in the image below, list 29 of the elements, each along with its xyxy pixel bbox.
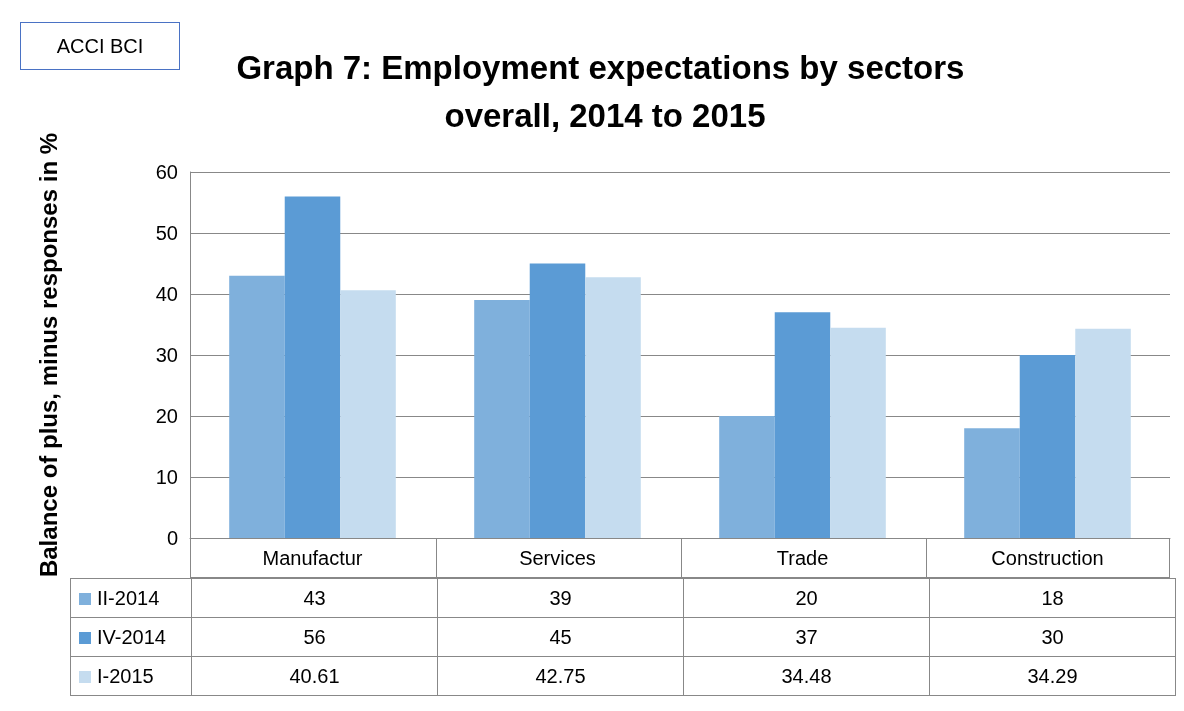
data-label: 18 xyxy=(929,578,1176,618)
y-tick-label: 40 xyxy=(155,283,178,305)
legend-label: II-2014 xyxy=(70,578,192,618)
y-tick-label: 10 xyxy=(155,466,178,488)
chart-title: Graph 7: Employment expectations by sectors overall, 2014 to 2015 xyxy=(236,48,974,134)
x-tick-label: Manufactur xyxy=(262,547,363,569)
data-label: 37 xyxy=(683,617,930,657)
data-label: 42.75 xyxy=(437,656,684,696)
data-label: 45 xyxy=(437,617,684,657)
data-label: 56 xyxy=(191,617,438,657)
y-axis-title: Balance of plus, minus responses in % xyxy=(34,132,62,578)
data-label: 30 xyxy=(929,617,1176,657)
text: ACCI BCI xyxy=(20,22,180,70)
legend-label: I-2015 xyxy=(70,656,192,696)
data-label: 40.61 xyxy=(191,656,438,696)
x-tick-label: Services xyxy=(519,547,596,569)
y-tick-label: 60 xyxy=(155,161,178,183)
y-tick-label: 50 xyxy=(155,222,178,244)
legend-label: IV-2014 xyxy=(70,617,192,657)
data-label: 39 xyxy=(437,578,684,618)
data-label: 34.29 xyxy=(929,656,1176,696)
data-label: 20 xyxy=(683,578,930,618)
x-tick-label: Trade xyxy=(776,547,829,569)
y-tick-label: 30 xyxy=(155,344,178,366)
y-tick-label: 20 xyxy=(155,405,178,427)
data-label: 43 xyxy=(191,578,438,618)
x-tick-label: Construction xyxy=(991,547,1104,569)
data-label: 34.48 xyxy=(683,656,930,696)
y-tick-label: 0 xyxy=(166,527,178,549)
